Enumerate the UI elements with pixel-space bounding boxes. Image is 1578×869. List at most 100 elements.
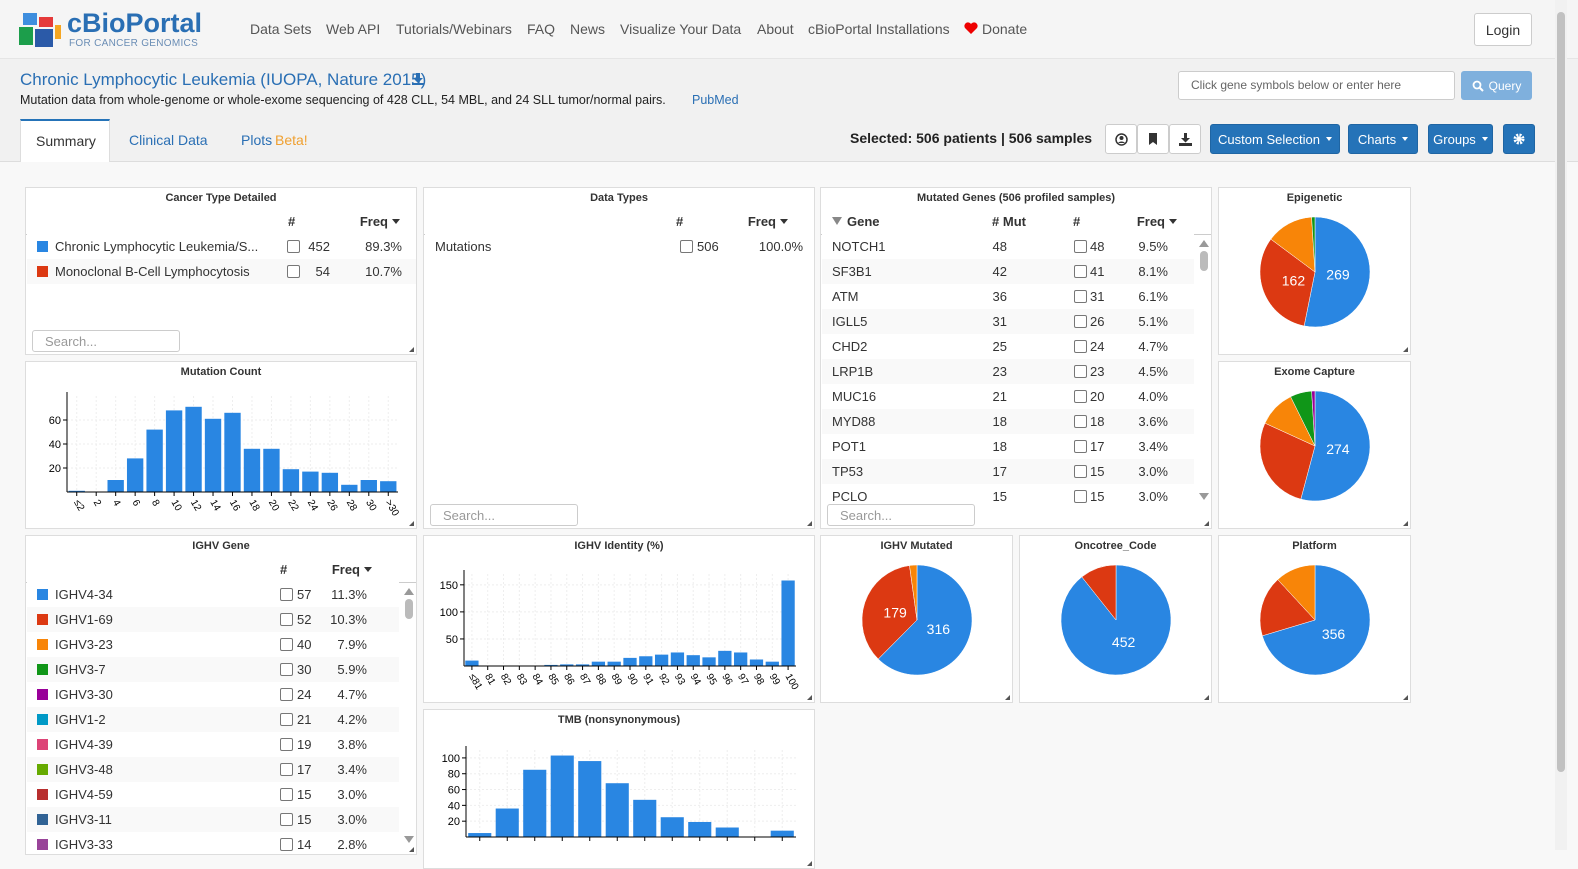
row-checkbox[interactable] xyxy=(1074,290,1087,303)
tab-label[interactable]: Plots xyxy=(241,132,273,148)
row-count: 23 xyxy=(1090,364,1105,379)
table-search[interactable]: Search... xyxy=(827,504,975,526)
row-checkbox[interactable] xyxy=(1074,315,1087,328)
bar xyxy=(633,799,657,837)
column-header[interactable]: # xyxy=(280,562,288,577)
row-checkbox[interactable] xyxy=(1074,265,1087,278)
row-checkbox[interactable] xyxy=(1074,240,1087,253)
row-checkbox[interactable] xyxy=(1074,490,1087,503)
tab-label[interactable]: Summary xyxy=(36,133,96,149)
study-title[interactable]: Chronic Lymphocytic Leukemia (IUOPA, Nat… xyxy=(20,70,427,89)
row-checkbox[interactable] xyxy=(280,813,293,826)
column-header[interactable]: Freq xyxy=(331,562,360,577)
scroll-thumb[interactable] xyxy=(1200,251,1208,271)
column-header[interactable]: # xyxy=(676,214,684,229)
row-checkbox[interactable] xyxy=(1074,340,1087,353)
table-row: Chronic Lymphocytic Leukemia/S... 452 89.3… xyxy=(27,234,416,259)
row-label: IGHV3-7 xyxy=(55,662,106,677)
gene-input[interactable]: Click gene symbols below or enter here xyxy=(1178,71,1455,100)
table-search[interactable]: Search... xyxy=(430,504,578,526)
x-tick-label: 92 xyxy=(656,672,671,688)
row-checkbox[interactable] xyxy=(1074,390,1087,403)
row-freq: 3.0% xyxy=(337,812,367,827)
bar xyxy=(560,664,574,666)
y-tick-label: 20 xyxy=(49,463,61,475)
settings-button[interactable] xyxy=(1503,124,1535,154)
row-checkbox[interactable] xyxy=(280,838,293,851)
row-checkbox[interactable] xyxy=(280,738,293,751)
row-count: 15 xyxy=(297,787,312,802)
scrollbar[interactable] xyxy=(1555,0,1567,850)
table-search[interactable]: Search... xyxy=(32,330,180,352)
slice-label: 316 xyxy=(927,621,951,637)
pie-slice xyxy=(1311,390,1316,447)
chart-panel: Cancer Type Detailed # Freq Chronic Lymphoc… xyxy=(25,187,417,355)
row-checkbox[interactable] xyxy=(280,713,293,726)
active-tab[interactable] xyxy=(20,119,110,162)
row-checkbox[interactable] xyxy=(287,240,300,253)
nav-link[interactable]: FAQ xyxy=(527,21,556,37)
column-header[interactable]: # Mut xyxy=(992,214,1026,229)
bar xyxy=(605,783,629,837)
row-checkbox[interactable] xyxy=(280,588,293,601)
nav-link[interactable]: Web API xyxy=(326,21,381,37)
pie-slice xyxy=(1311,216,1316,273)
chart-panel: Data Types # Freq Mutations 506 100.0% Search.… xyxy=(423,187,815,529)
column-header[interactable]: Freq xyxy=(359,214,388,229)
row-checkbox[interactable] xyxy=(680,240,693,253)
tab-label[interactable]: Clinical Data xyxy=(129,132,208,148)
row-checkbox[interactable] xyxy=(280,763,293,776)
download-icon[interactable] xyxy=(411,72,425,86)
donate-link[interactable]: Donate xyxy=(982,21,1028,37)
column-header[interactable]: Freq xyxy=(747,214,776,229)
row-checkbox[interactable] xyxy=(1074,365,1087,378)
column-header[interactable]: Gene xyxy=(847,214,880,229)
column-header[interactable]: Freq xyxy=(1136,214,1165,229)
nav-link[interactable]: News xyxy=(570,21,606,37)
chart-panel: Platform 356 xyxy=(1218,535,1411,703)
dropdown-button[interactable]: Charts xyxy=(1348,124,1418,154)
sort-caret xyxy=(780,219,788,224)
row-label: Monoclonal B-Cell Lymphocytosis xyxy=(55,264,250,279)
column-header[interactable]: # xyxy=(1073,214,1081,229)
color-swatch xyxy=(37,789,48,800)
scroll-thumb[interactable] xyxy=(405,599,413,619)
bar xyxy=(282,469,300,492)
row-checkbox[interactable] xyxy=(1074,440,1087,453)
nav-link[interactable]: About xyxy=(757,21,794,37)
login-button[interactable]: Login xyxy=(1474,13,1532,46)
bar xyxy=(243,448,261,492)
bookmark-button[interactable] xyxy=(1137,124,1169,154)
download-button[interactable] xyxy=(1169,124,1201,154)
row-checkbox[interactable] xyxy=(287,265,300,278)
pubmed-link[interactable]: PubMed xyxy=(692,93,739,107)
column-header[interactable]: # xyxy=(288,214,296,229)
row-count: 18 xyxy=(1090,414,1105,429)
row-checkbox[interactable] xyxy=(1074,465,1087,478)
nav-link[interactable]: Visualize Your Data xyxy=(620,21,742,37)
row-checkbox[interactable] xyxy=(280,788,293,801)
nav-link[interactable]: Data Sets xyxy=(250,21,312,37)
row-checkbox[interactable] xyxy=(280,613,293,626)
logo-title[interactable]: cBioPortal xyxy=(67,8,203,38)
sort-caret xyxy=(392,219,400,224)
row-checkbox[interactable] xyxy=(280,688,293,701)
mutation-count: 17 xyxy=(992,464,1007,479)
row-freq: 9.5% xyxy=(1138,239,1168,254)
row-checkbox[interactable] xyxy=(280,638,293,651)
download-icon xyxy=(1178,132,1192,146)
row-freq: 5.9% xyxy=(337,662,367,677)
x-tick-label: 90 xyxy=(624,672,639,688)
dropdown-button[interactable]: Groups xyxy=(1428,124,1493,154)
query-button[interactable]: Query xyxy=(1461,71,1532,100)
dropdown-button[interactable]: Custom Selection xyxy=(1210,124,1340,154)
pie-chart: 269 162 xyxy=(1259,216,1371,328)
nav-link[interactable]: Tutorials/Webinars xyxy=(396,21,512,37)
row-checkbox[interactable] xyxy=(1074,415,1087,428)
y-tick-label: 50 xyxy=(446,634,458,646)
row-checkbox[interactable] xyxy=(280,663,293,676)
user-button[interactable] xyxy=(1105,124,1137,154)
scroll-thumb[interactable] xyxy=(1557,12,1565,772)
nav-link[interactable]: cBioPortal Installations xyxy=(808,21,950,37)
table-row: CHD2 25 24 4.7% xyxy=(822,334,1194,359)
